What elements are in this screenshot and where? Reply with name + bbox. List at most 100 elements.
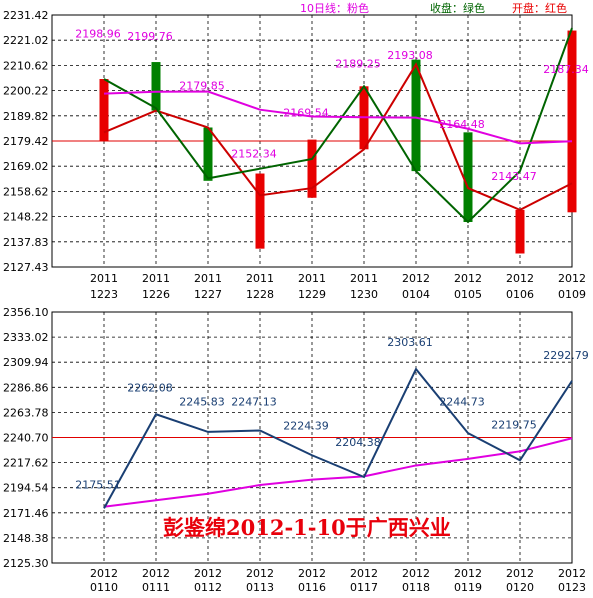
- panel1-data-label: 2152.34: [231, 148, 277, 161]
- panel1-data-label: 2199.76: [127, 30, 173, 43]
- panel1-x-tick-year: 2011: [194, 272, 222, 285]
- panel2-y-tick-label: 2217.62: [3, 457, 49, 470]
- candle-bar: [515, 209, 525, 254]
- panel2-data-label: 2224.39: [283, 420, 329, 433]
- panel1-y-tick-label: 2179.42: [3, 135, 49, 148]
- panel1-x-tick-date: 1228: [246, 288, 274, 301]
- panel2-x-tick-year: 2012: [558, 567, 586, 580]
- panel2-x-tick-year: 2012: [142, 567, 170, 580]
- candle-bar: [567, 30, 577, 213]
- candle-bar: [255, 173, 265, 249]
- panel1-x-tick-year: 2011: [142, 272, 170, 285]
- panel2-x-tick-year: 2012: [90, 567, 118, 580]
- candle-bar: [203, 127, 213, 181]
- candle-bar: [411, 59, 421, 172]
- panel1-x-tick-year: 2011: [298, 272, 326, 285]
- candle-bar: [99, 79, 109, 142]
- panel2-x-tick-year: 2012: [246, 567, 274, 580]
- panel1-series-line: [103, 62, 573, 211]
- panel1-x-tick-date: 0106: [506, 288, 534, 301]
- panel1-data-label: 2179.85: [179, 80, 225, 93]
- panel2-x-tick-year: 2012: [194, 567, 222, 580]
- panel2-y-tick-label: 2148.38: [3, 532, 49, 545]
- panel2-y-tick-label: 2333.02: [3, 331, 49, 344]
- panel1-x-tick-year: 2012: [402, 272, 430, 285]
- panel1-y-tick-label: 2148.22: [3, 211, 49, 224]
- panel2-x-tick-date: 0111: [142, 581, 170, 593]
- panel1-series-line: [103, 27, 573, 224]
- panel1-y-tick-label: 2158.62: [3, 185, 49, 198]
- panel1-data-label: 2187.34: [543, 63, 589, 76]
- panel2-x-tick-date: 0113: [246, 581, 274, 593]
- legend-entry: 开盘：红色: [512, 1, 567, 15]
- panel1-data-label: 2169.54: [283, 106, 329, 119]
- panel1-x-tick-year: 2011: [246, 272, 274, 285]
- panel2-x-tick-date: 0119: [454, 581, 482, 593]
- panel2-series-line: [103, 367, 573, 509]
- panel2-x-tick-date: 0110: [90, 581, 118, 593]
- panel2-y-tick-label: 2194.54: [3, 482, 49, 495]
- candle-bar: [151, 62, 161, 111]
- panel2-x-tick-date: 0112: [194, 581, 222, 593]
- panel1-y-tick-label: 2137.83: [3, 236, 49, 249]
- panel1-y-tick-label: 2189.82: [3, 110, 49, 123]
- panel1-y-tick-label: 2169.02: [3, 160, 49, 173]
- panel2-data-label: 2219.75: [491, 418, 537, 431]
- panel1-x-tick-date: 1226: [142, 288, 170, 301]
- panel1-x-tick-date: 1229: [298, 288, 326, 301]
- panel2-data-label: 2204.38: [335, 436, 381, 449]
- panel2-y-tick-label: 2125.30: [3, 557, 49, 570]
- panel1-x-tick-year: 2011: [350, 272, 378, 285]
- panel1-x-tick-year: 2012: [506, 272, 534, 285]
- panel1-series-line: [103, 90, 573, 145]
- panel2-data-label: 2303.61: [387, 336, 433, 349]
- panel2-y-tick-label: 2309.94: [3, 356, 49, 369]
- legend-entry: 收盘：绿色: [430, 1, 485, 15]
- panel1-y-tick-label: 2200.22: [3, 85, 49, 98]
- panel2-x-tick-date: 0117: [350, 581, 378, 593]
- panel2-x-tick-date: 0123: [558, 581, 586, 593]
- panel2-x-tick-date: 0116: [298, 581, 326, 593]
- panel2-y-tick-label: 2240.70: [3, 432, 49, 445]
- panel1-data-label: 2189.25: [335, 58, 381, 71]
- panel1-data-label: 2193.08: [387, 49, 433, 62]
- panel2-x-tick-year: 2012: [350, 567, 378, 580]
- panel2-x-tick-year: 2012: [402, 567, 430, 580]
- panel1-data-label: 2143.47: [491, 170, 537, 183]
- panel1-y-tick-label: 2231.42: [3, 9, 49, 22]
- legend-entry: 10日线：粉色: [300, 1, 369, 15]
- panel1-y-tick-label: 2210.62: [3, 59, 49, 72]
- panel2-data-label: 2175.51: [75, 478, 121, 491]
- panel2-data-label: 2247.13: [231, 396, 277, 409]
- panel2-y-tick-label: 2286.86: [3, 381, 49, 394]
- panel2-y-tick-label: 2263.78: [3, 406, 49, 419]
- panel1-x-tick-date: 0109: [558, 288, 586, 301]
- panel1-x-tick-year: 2012: [454, 272, 482, 285]
- panel1-data-label: 2198.96: [75, 27, 121, 40]
- panel1-x-tick-year: 2012: [558, 272, 586, 285]
- panel2-x-tick-date: 0120: [506, 581, 534, 593]
- panel1-x-tick-date: 1230: [350, 288, 378, 301]
- panel1-x-tick-date: 1227: [194, 288, 222, 301]
- panel1-data-label: 2164.48: [439, 118, 485, 131]
- signature-text: 彭鉴绵2012-1-10于广西兴业: [163, 515, 451, 540]
- panel2-x-tick-year: 2012: [506, 567, 534, 580]
- panel2-data-label: 2292.79: [543, 349, 589, 362]
- panel2-x-tick-year: 2012: [298, 567, 326, 580]
- panel2-data-label: 2262.08: [127, 381, 173, 394]
- panel2-y-tick-label: 2171.46: [3, 507, 49, 520]
- panel1-y-tick-label: 2221.02: [3, 34, 49, 47]
- panel2-x-tick-year: 2012: [454, 567, 482, 580]
- panel2-x-tick-date: 0118: [402, 581, 430, 593]
- panel2-data-label: 2245.83: [179, 396, 225, 409]
- panel1-y-tick-label: 2127.43: [3, 261, 49, 274]
- panel1-x-tick-date: 1223: [90, 288, 118, 301]
- panel2-series-line: [103, 437, 573, 508]
- panel1-x-tick-date: 0105: [454, 288, 482, 301]
- panel1-x-tick-date: 0104: [402, 288, 430, 301]
- panel1-x-tick-year: 2011: [90, 272, 118, 285]
- candle-bar: [463, 132, 473, 222]
- panel2-data-label: 2244.73: [439, 396, 485, 409]
